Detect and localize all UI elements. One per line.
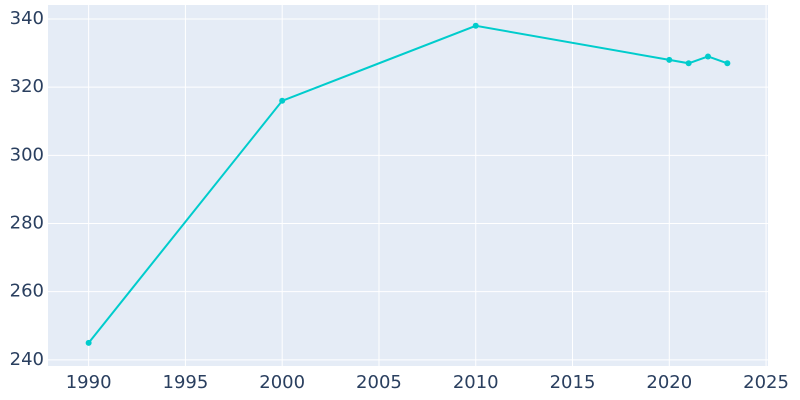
y-tick-label: 300	[10, 144, 44, 165]
y-tick-label: 280	[10, 213, 44, 234]
plot-area	[48, 5, 768, 366]
point	[705, 53, 711, 60]
x-tick-label: 2000	[259, 372, 305, 393]
x-tick-label: 2005	[356, 372, 402, 393]
point	[666, 56, 673, 63]
x-tick-label: 2015	[550, 372, 596, 393]
y-tick-label: 240	[10, 349, 44, 370]
point	[279, 97, 286, 104]
x-tick-label: 1995	[163, 372, 209, 393]
point	[685, 60, 692, 67]
point	[472, 22, 479, 29]
x-tick-label: 2025	[743, 372, 789, 393]
x-tick-label: 1990	[66, 372, 112, 393]
y-tick-label: 320	[10, 76, 44, 97]
y-tick-label: 340	[10, 8, 44, 29]
y-tick-label: 260	[10, 281, 44, 302]
x-tick-label: 2010	[453, 372, 499, 393]
x-tick-label: 2020	[646, 372, 692, 393]
point	[85, 339, 92, 346]
point	[724, 60, 731, 67]
